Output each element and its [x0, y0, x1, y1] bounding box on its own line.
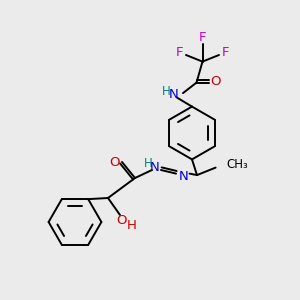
- Text: O: O: [109, 155, 120, 169]
- Text: N: N: [169, 88, 179, 101]
- Text: H: H: [144, 157, 153, 170]
- Text: F: F: [199, 31, 206, 44]
- Text: CH₃: CH₃: [226, 158, 248, 170]
- Text: N: N: [178, 170, 188, 183]
- Text: O: O: [116, 214, 127, 227]
- Text: O: O: [210, 75, 220, 88]
- Text: H: H: [127, 219, 136, 232]
- Text: F: F: [222, 46, 230, 59]
- Text: F: F: [176, 46, 183, 59]
- Text: N: N: [150, 160, 160, 173]
- Text: H: H: [162, 85, 171, 98]
